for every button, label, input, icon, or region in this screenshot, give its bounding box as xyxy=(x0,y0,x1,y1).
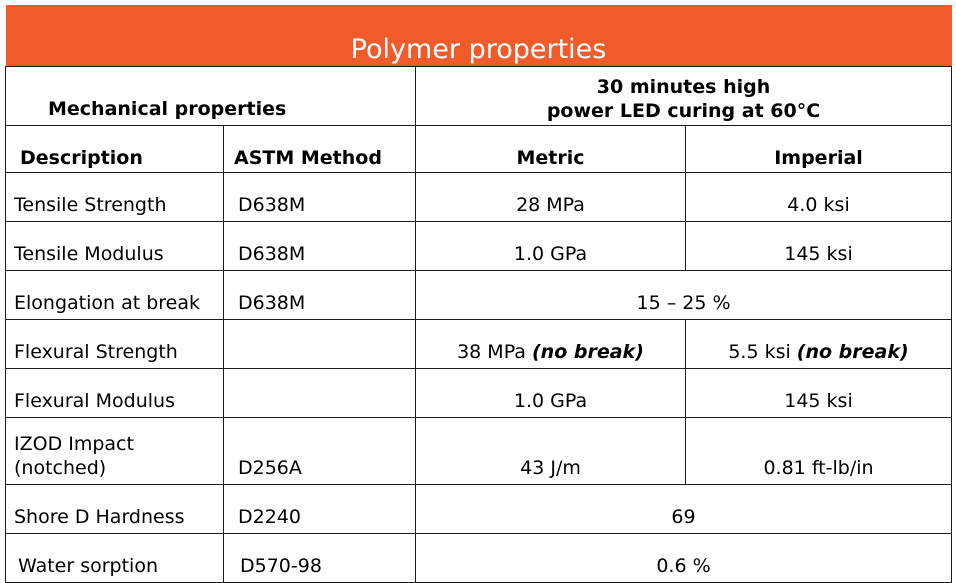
title-row: Polymer properties xyxy=(5,5,952,67)
row-astm xyxy=(223,368,416,418)
row-metric: 1.0 GPa xyxy=(415,221,686,271)
curing-condition-heading: 30 minutes high power LED curing at 60°C xyxy=(414,66,953,126)
col-header-description: Description xyxy=(5,125,224,173)
row-metric: 28 MPa xyxy=(415,172,686,222)
col-header-astm: ASTM Method xyxy=(223,125,416,173)
table-row: IZOD Impact (notched) D256A 43 J/m 0.81 … xyxy=(5,417,953,485)
row-description: Flexural Strength xyxy=(5,319,224,369)
col-header-imperial: Imperial xyxy=(684,125,953,173)
row-description: Flexural Modulus xyxy=(5,368,224,418)
row-astm: D638M xyxy=(223,172,416,222)
row-description: Elongation at break xyxy=(5,270,224,320)
row-astm: D638M xyxy=(223,270,416,320)
table-row: Tensile Modulus D638M 1.0 GPa 145 ksi xyxy=(5,221,953,271)
row-description: IZOD Impact (notched) xyxy=(5,417,224,485)
metric-value: 38 MPa xyxy=(457,341,526,363)
row-astm: D638M xyxy=(223,221,416,271)
row-imperial: 145 ksi xyxy=(684,221,953,271)
table-row: Elongation at break D638M 15 – 25 % xyxy=(5,270,953,320)
imperial-value: 5.5 ksi xyxy=(728,341,791,363)
description-line-1: IZOD Impact xyxy=(14,433,134,455)
row-merged-value: 0.6 % xyxy=(414,533,953,583)
row-astm: D256A xyxy=(223,417,416,485)
row-astm: D570-98 xyxy=(223,533,416,583)
row-merged-value: 69 xyxy=(414,484,953,534)
table-title: Polymer properties xyxy=(5,5,952,67)
row-metric: 38 MPa (no break) xyxy=(415,319,686,369)
row-description: Tensile Strength xyxy=(5,172,224,222)
row-imperial: 145 ksi xyxy=(684,368,953,418)
row-astm: D2240 xyxy=(223,484,416,534)
row-description: Shore D Hardness xyxy=(5,484,224,534)
properties-table-frame: Polymer properties Mechanical properties… xyxy=(5,5,953,583)
row-imperial: 0.81 ft-lb/in xyxy=(684,417,953,485)
section-header-row: Mechanical properties 30 minutes high po… xyxy=(5,66,953,126)
column-header-row: Description ASTM Method Metric Imperial xyxy=(5,125,953,173)
row-description: Tensile Modulus xyxy=(5,221,224,271)
table-row: Flexural Strength 38 MPa (no break) 5.5 … xyxy=(5,319,953,369)
curing-line-1: 30 minutes high xyxy=(596,76,771,98)
metric-note: (no break) xyxy=(532,341,644,363)
col-header-metric: Metric xyxy=(415,125,686,173)
description-line-2: (notched) xyxy=(14,457,107,479)
row-imperial: 4.0 ksi xyxy=(684,172,953,222)
table-row: Tensile Strength D638M 28 MPa 4.0 ksi xyxy=(5,172,953,222)
row-merged-value: 15 – 25 % xyxy=(414,270,953,320)
table-row: Shore D Hardness D2240 69 xyxy=(5,484,953,534)
row-description: Water sorption xyxy=(5,533,224,583)
row-imperial: 5.5 ksi (no break) xyxy=(684,319,953,369)
row-metric: 1.0 GPa xyxy=(415,368,686,418)
row-metric: 43 J/m xyxy=(415,417,686,485)
curing-line-2: power LED curing at 60°C xyxy=(546,100,821,122)
table-row: Water sorption D570-98 0.6 % xyxy=(5,533,953,583)
row-astm xyxy=(223,319,416,369)
polymer-properties-table: Polymer properties Mechanical properties… xyxy=(5,5,953,583)
table-row: Flexural Modulus 1.0 GPa 145 ksi xyxy=(5,368,953,418)
imperial-note: (no break) xyxy=(796,341,909,363)
mechanical-properties-heading: Mechanical properties xyxy=(5,66,416,126)
